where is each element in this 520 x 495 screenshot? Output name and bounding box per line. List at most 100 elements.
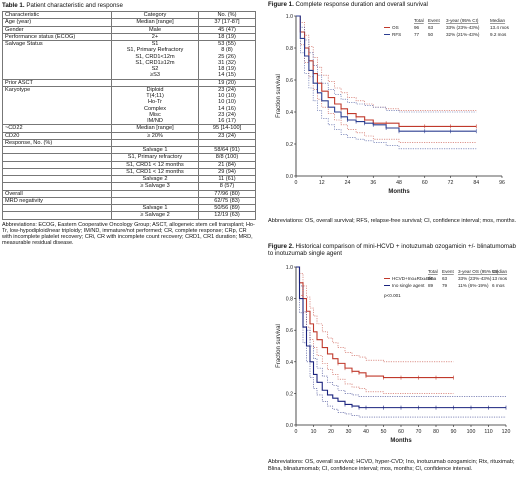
- x-tick-label: 10: [311, 429, 317, 435]
- x-tick-label: 24: [345, 180, 351, 186]
- y-tick-label: 0.4: [286, 110, 293, 116]
- table-row: Performance status (ECOG) 2+ 18 (19): [2, 32, 256, 42]
- table-abbreviations: Abbreviations: ECOG, Eastern Cooperative…: [2, 221, 255, 247]
- table-cell-c2: [111, 78, 199, 87]
- figure-2-section: Figure 2. Historical comparison of mini-…: [268, 243, 518, 472]
- x-tick-label: 90: [451, 429, 457, 435]
- table-cell-line: ≥ 20%: [147, 132, 163, 139]
- y-axis-label: Fraction survival: [276, 324, 282, 368]
- series-0-ci-upper: [296, 266, 454, 363]
- table-cell-line: Performance status (ECOG): [5, 33, 76, 40]
- patient-characteristics-table: Characteristic Category No. (%) Age (year) M…: [2, 10, 256, 220]
- table-row: ~CD22 Median [range] 95 [14-100]: [2, 124, 256, 133]
- table-caption: Table 1. Patient characteristic and resp…: [2, 2, 123, 9]
- figure-2-km-chart: 0.0 0.2 0.4 0.6 0.8 1.0 0 10 20 30 40 50 60 70 80 90 100…: [276, 265, 511, 444]
- x-tick-label: 120: [502, 429, 511, 435]
- table-row: Salvage 2 11 (61): [2, 174, 256, 184]
- table-cell-line: S1, CRD1≥12m: [135, 59, 175, 66]
- figure-1-caption: Figure 1. Complete response duration and…: [268, 1, 428, 8]
- table-cell-line: [5, 169, 109, 175]
- table-row: Gender Male 45 (47): [2, 25, 256, 34]
- x-tick-label: 50: [381, 429, 387, 435]
- table-cell-c3: 11 (61): [198, 174, 256, 184]
- legend-event: 79: [442, 283, 448, 288]
- table-cell-c1: Karyotype: [2, 85, 112, 126]
- table-cell-line: 31 (32): [218, 59, 236, 66]
- table-cell-c1: Salvage Status: [2, 40, 112, 80]
- x-tick-label: 20: [328, 429, 334, 435]
- series-0-ci-upper: [296, 15, 477, 111]
- y-tick-label: 0.0: [286, 423, 293, 429]
- figure-1-abbreviations: Abbreviations: OS, overall survival; RFS…: [268, 218, 517, 225]
- table-header-row: Characteristic Category No. (%): [2, 10, 256, 20]
- legend-median: 9.2 mos: [490, 32, 507, 37]
- legend-series-name: RFS: [392, 32, 401, 37]
- table-row: Salvage 1 50/56 (89): [2, 203, 256, 213]
- table-cell-c2: S1, Primary refractory: [111, 153, 199, 162]
- table-cell-c2: Salvage 2: [111, 174, 199, 184]
- table-cell-line: [201, 140, 253, 146]
- table-row: Overall 77/96 (80): [2, 189, 256, 198]
- table-cell-line: Salvage 1: [142, 205, 168, 211]
- table-cell-line: Complex: [143, 105, 167, 112]
- table-cell-c1: [2, 174, 112, 184]
- table-cell-c1: [2, 211, 112, 220]
- table-cell-line: 10 (10): [218, 93, 236, 99]
- table-cell-c1: [2, 167, 112, 177]
- table-cell-line: 58/64 (91): [214, 147, 240, 153]
- series-1-ci-upper: [296, 15, 477, 113]
- table-row: S1, CRD1 < 12 months 29 (94): [2, 167, 256, 177]
- legend-total: 96: [414, 25, 420, 30]
- y-tick-label: 0.2: [286, 142, 293, 148]
- x-tick-label: 60: [398, 429, 404, 435]
- legend-3year: 33% (23%-43%): [458, 276, 492, 281]
- x-tick-label: 0: [295, 429, 298, 435]
- y-tick-label: 0.4: [286, 360, 293, 366]
- table-row: Prior ASCT 19 (20): [2, 78, 256, 87]
- table-cell-c3: 23 (24): [198, 131, 256, 140]
- table-cell-c1: [2, 153, 112, 162]
- table-header-cell: Characteristic: [2, 10, 112, 20]
- table-cell-line: 18 (19): [218, 33, 236, 40]
- x-tick-label: 96: [499, 180, 505, 186]
- table-cell-line: 23 (24): [218, 111, 236, 118]
- table-cell-line: [5, 147, 109, 153]
- table-cell-line: ≥ Salvage 2: [140, 212, 170, 219]
- x-tick-label: 0: [295, 180, 298, 186]
- table-cell-c3: 50/56 (89): [198, 203, 256, 213]
- table-cell-line: 77/96 (80): [214, 190, 240, 197]
- table-cell-line: 19 (20): [218, 79, 236, 86]
- table-cell-c1: Age (year): [2, 18, 112, 27]
- table-cell-line: [5, 212, 109, 218]
- table-cell-line: [5, 154, 109, 160]
- table-cell-line: S1, CRD1<12m: [135, 53, 175, 60]
- table-row: Salvage 1 58/64 (91): [2, 145, 256, 155]
- table-cell-line: Salvage Status: [5, 41, 43, 47]
- x-tick-label: 48: [396, 180, 402, 186]
- legend-series-name: Ino single agent: [392, 283, 425, 288]
- table-cell-line: CD20: [5, 132, 20, 139]
- table-cell-c3: 21 (84): [198, 160, 256, 169]
- table-cell-c3: 58/64 (91): [198, 145, 256, 155]
- table-cell-line: T(4;11): [146, 93, 164, 99]
- legend-header: Median: [490, 18, 506, 23]
- legend-header: Total: [428, 269, 438, 274]
- table-row: MRD negativity 62/75 (83): [2, 196, 256, 206]
- series-0-ci-lower: [296, 15, 477, 143]
- legend-median: 13.4 mos: [490, 25, 510, 30]
- table-cell-c1: [2, 160, 112, 169]
- y-tick-label: 1.0: [286, 265, 293, 271]
- table-cell-line: S1, CRD1 < 12 months: [126, 161, 184, 168]
- legend-series-name: HCVD+Ino±Rtx±Blina: [392, 276, 437, 281]
- table-cell-line: ~CD22: [5, 125, 23, 132]
- table-cell-c1: Gender: [2, 25, 112, 34]
- table-cell-c1: Overall: [2, 189, 112, 198]
- table-cell-c3: 8/8 (100): [198, 153, 256, 162]
- legend-header: Total: [414, 18, 424, 23]
- table-cell-c3: 23 (24) 10 (10) 10 (10) 14 (16) 23 (24) 16 (1…: [198, 85, 256, 126]
- x-tick-label: 12: [319, 180, 325, 186]
- table-cell-line: 45 (47): [218, 26, 236, 33]
- table-row: Age (year) Median [range] 37 [17-87]: [2, 18, 256, 27]
- legend-3year: 11% (6%-19%): [458, 283, 489, 288]
- table-cell-line: [5, 183, 109, 189]
